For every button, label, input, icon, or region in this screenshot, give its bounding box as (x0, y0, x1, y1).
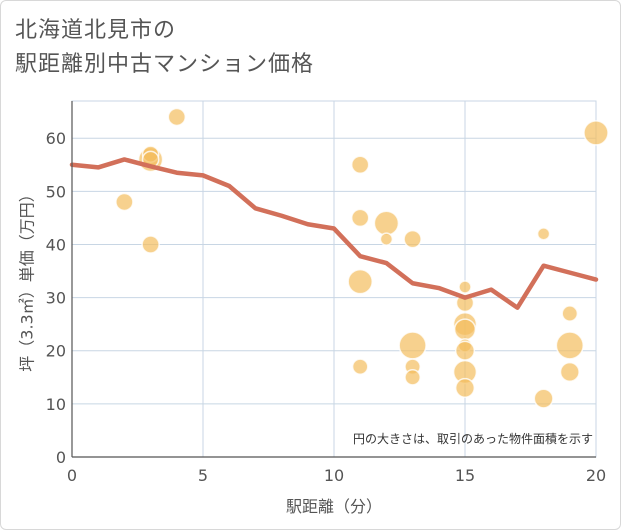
chart-title-line1: 北海道北見市の (15, 18, 177, 43)
bubble-point (458, 280, 472, 294)
tick-labels: 0 5 10 15 20 0 10 20 30 40 50 60 (46, 129, 607, 485)
y-axis-title: 坪（3.3㎡）単価（万円） (18, 186, 37, 371)
y-tick-label: 0 (56, 448, 66, 467)
bubble-point (533, 388, 554, 409)
trend-line-series (69, 157, 599, 310)
bubble-point (453, 318, 477, 341)
y-tick-label: 60 (46, 129, 66, 148)
y-tick-label: 40 (46, 235, 66, 254)
bubble-point (379, 232, 394, 246)
y-tick-label: 50 (46, 182, 66, 201)
bubble-point (559, 361, 580, 383)
bubble-point (350, 155, 370, 175)
y-tick-label: 10 (46, 395, 66, 414)
bubble-point (398, 331, 427, 360)
bubble-point (555, 331, 584, 360)
bubble-point (404, 368, 421, 386)
bubble-point (350, 208, 370, 228)
trend-line (69, 157, 599, 310)
bubble-point (115, 192, 134, 212)
size-annotation: 円の大きさは、取引のあった物件面積を示す (353, 431, 593, 446)
bubble-point (351, 358, 369, 376)
bubble-point (561, 305, 579, 322)
y-tick-label: 30 (46, 289, 66, 308)
x-tick-label: 10 (324, 466, 344, 485)
bubble-point (347, 268, 373, 295)
bubble-point (454, 377, 476, 398)
x-tick-label: 20 (586, 466, 606, 485)
x-tick-label: 15 (455, 466, 475, 485)
chart-title: 北海道北見市の 駅距離別中古マンション価格 (15, 14, 314, 82)
bubble-point (455, 293, 475, 313)
bubble-point (536, 227, 551, 241)
bubble-point (167, 107, 187, 127)
chart-title-line2: 駅距離別中古マンション価格 (15, 52, 315, 77)
axes (71, 101, 596, 458)
bubble-point (583, 120, 609, 146)
grid-lines (71, 100, 597, 458)
bubble-series (115, 107, 609, 409)
bubble-point (141, 235, 160, 254)
x-axis-title: 駅距離（分） (286, 497, 382, 516)
y-tick-label: 20 (46, 342, 66, 361)
x-tick-label: 5 (198, 466, 208, 485)
bubble-point (403, 229, 422, 249)
bubble-point (454, 340, 476, 361)
x-tick-label: 0 (67, 466, 77, 485)
bubble-point (373, 210, 400, 236)
